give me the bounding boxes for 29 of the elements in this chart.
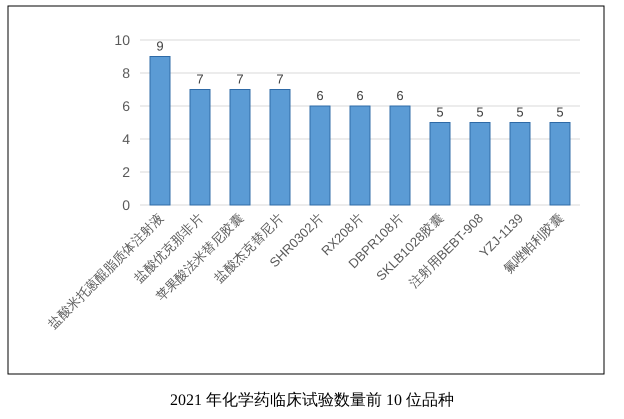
bar	[470, 122, 490, 206]
data-label: 5	[516, 104, 524, 120]
bar	[430, 122, 450, 206]
y-tick-label: 2	[122, 164, 130, 180]
text: 2021 年化学药临床试验数量前 10 位品种	[170, 391, 454, 409]
y-tick-label: 0	[122, 197, 130, 213]
bar	[350, 106, 370, 206]
data-label: 5	[476, 104, 484, 120]
data-label: 7	[196, 72, 204, 86]
bar	[550, 122, 570, 206]
bar	[270, 89, 290, 206]
data-label: 6	[316, 88, 324, 103]
data-label: 6	[396, 88, 404, 103]
data-label: 9	[156, 38, 164, 54]
data-label: 6	[356, 88, 364, 103]
data-label: 7	[276, 72, 284, 86]
bar	[510, 122, 530, 206]
bar	[390, 106, 410, 206]
data-label: 7	[236, 72, 244, 86]
y-tick-label: 6	[122, 98, 130, 114]
y-tick-label: 10	[114, 32, 130, 48]
bar	[310, 106, 330, 206]
data-label: 5	[556, 104, 564, 120]
bar	[150, 56, 170, 206]
data-label: 5	[436, 104, 444, 120]
y-tick-label: 8	[122, 65, 130, 81]
bar	[190, 89, 210, 206]
bar	[230, 89, 250, 206]
y-tick-label: 4	[122, 131, 130, 147]
